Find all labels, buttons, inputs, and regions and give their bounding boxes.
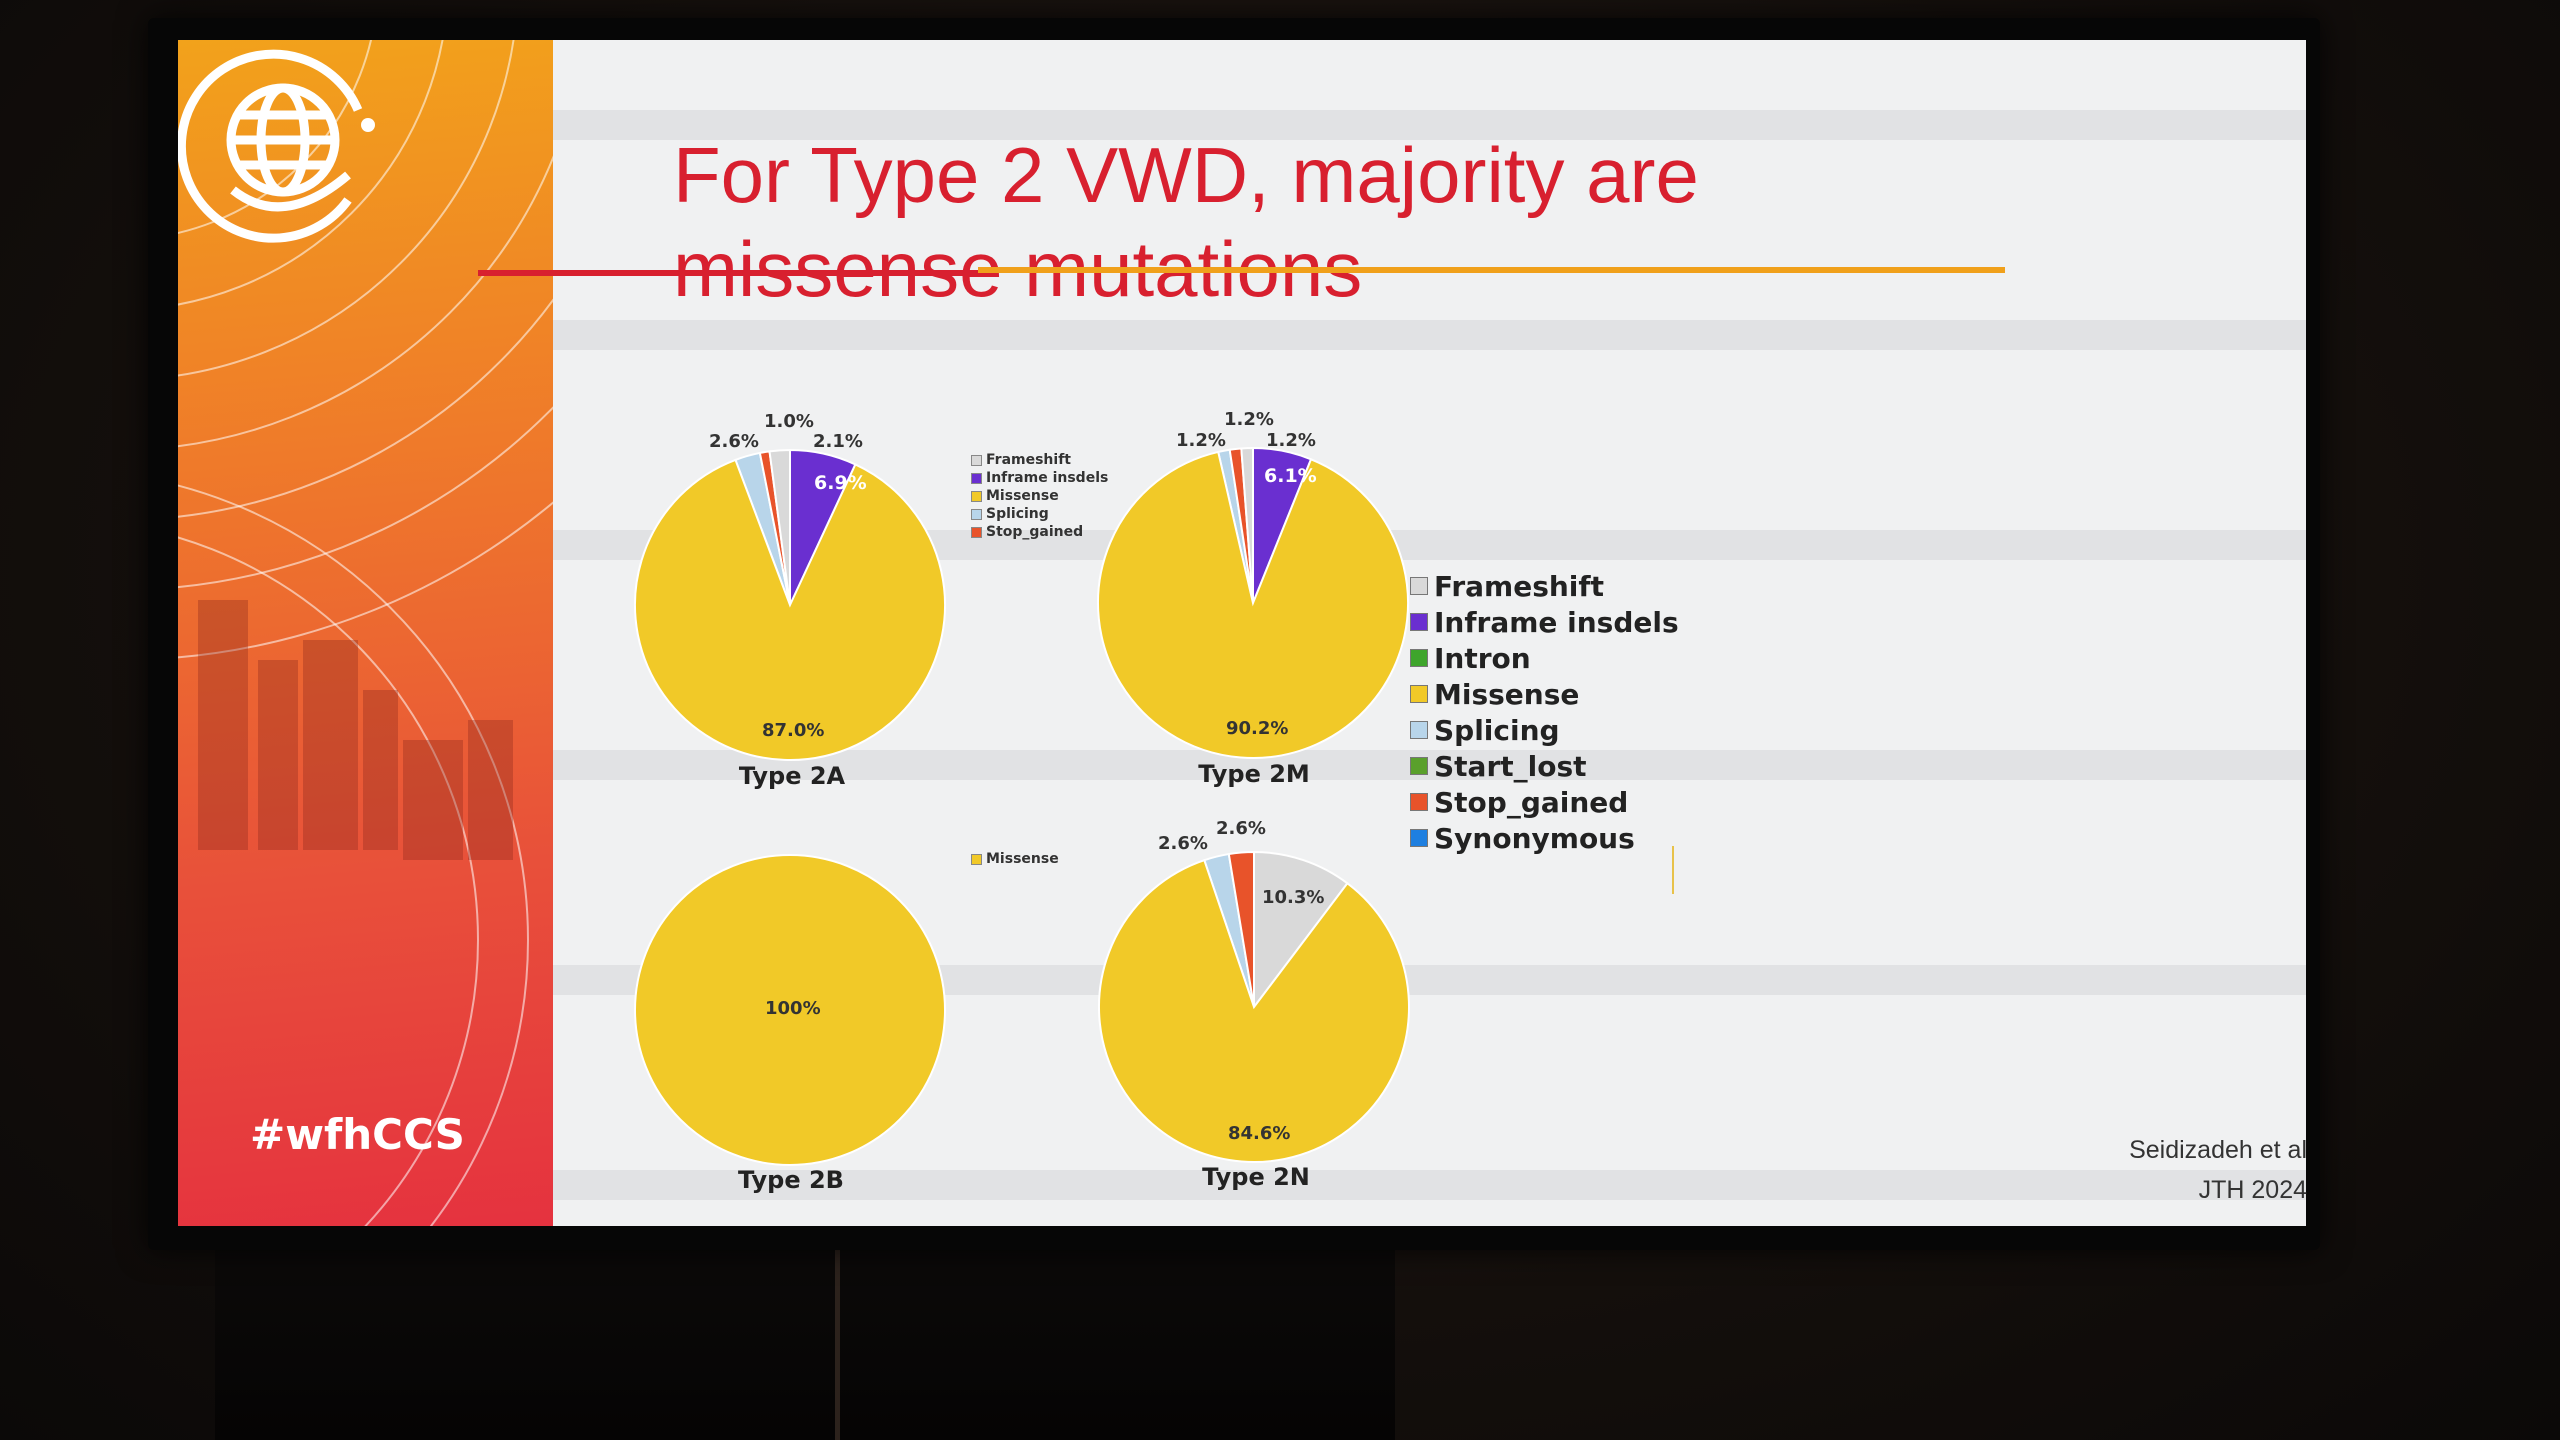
hashtag-text: #wfhCCS: [250, 1110, 465, 1159]
pct-2a-splicing: 2.6%: [709, 431, 759, 452]
legend-swatch: [971, 526, 982, 538]
pie-slice-type-2b-missense: [634, 854, 946, 1166]
legend-label: Inframe insdels: [1434, 605, 1679, 639]
globe-hand-logo-icon: [178, 49, 375, 243]
pct-2n-frameshift: 10.3%: [1262, 887, 1325, 908]
legend-label: Missense: [1434, 677, 1580, 711]
legend-label: Start_lost: [1434, 749, 1587, 783]
monitor-stand: [215, 1235, 1395, 1440]
citation: Seidizadeh et al JTH 2024: [2020, 1130, 2307, 1210]
title-underline-orange: [978, 267, 2005, 273]
legend-label: Splicing: [1434, 713, 1560, 747]
legend-swatch: [1410, 685, 1428, 703]
pct-2m-frameshift: 1.2%: [1266, 430, 1316, 451]
legend-swatch: [1410, 757, 1428, 775]
legend-swatch: [971, 490, 982, 502]
legend-swatch: [1410, 613, 1428, 631]
pie-title-type-2b: Type 2B: [738, 1166, 844, 1194]
decorative-side-panel: #wfhCCS: [178, 40, 553, 1226]
legend-swatch: [1410, 649, 1428, 667]
pct-2a-stop-gained: 1.0%: [764, 411, 814, 432]
pct-2m-inframe: 6.1%: [1264, 465, 1317, 487]
pct-2n-stop-gained: 2.6%: [1216, 818, 1266, 839]
legend-label: Stop_gained: [986, 524, 1084, 540]
legend-item-inframe-insdels: Inframe insdels: [1410, 604, 1679, 640]
legend-item-stop-gained: Stop_gained: [1410, 784, 1679, 820]
legend-label: Frameshift: [1434, 569, 1604, 603]
pie-slice-type-2n-frameshift: [1253, 850, 1349, 1010]
legend-item-splicing: Splicing: [971, 505, 1108, 523]
legend-label: Frameshift: [986, 452, 1071, 468]
legend-item-synonymous: Synonymous: [1410, 820, 1679, 856]
pct-2n-splicing: 2.6%: [1158, 833, 1208, 854]
pie-slice-type-2a-missense: [634, 458, 946, 761]
arc-lines-decoration: [178, 40, 553, 1226]
legend-label: Inframe insdels: [986, 470, 1109, 486]
mini-legend-bottom: Missense: [971, 850, 1059, 868]
pie-title-type-2n: Type 2N: [1202, 1163, 1310, 1191]
pie-title-type-2a: Type 2A: [738, 762, 846, 790]
legend-item-intron: Intron: [1410, 640, 1679, 676]
legend-swatch: [1410, 721, 1428, 739]
legend-item-missense: Missense: [971, 487, 1108, 505]
pct-2a-missense: 87.0%: [762, 720, 825, 741]
pct-2m-missense: 90.2%: [1226, 718, 1289, 739]
legend-item-frameshift: Frameshift: [971, 451, 1108, 469]
mini-legend-top: Frameshift Inframe insdels Missense Splicin…: [971, 451, 1108, 541]
pct-2a-inframe: 6.9%: [814, 472, 867, 494]
legend-swatch: [1410, 577, 1428, 595]
pie-slice-type-2n-missense: [1098, 858, 1410, 1163]
stray-mark: [1672, 846, 1674, 894]
main-legend: Frameshift Inframe insdels Intron Missense S…: [1410, 568, 1679, 856]
legend-label: Missense: [986, 851, 1059, 867]
pct-2a-frameshift: 2.1%: [813, 431, 863, 452]
legend-label: Missense: [986, 488, 1059, 504]
legend-label: Synonymous: [1434, 821, 1635, 855]
legend-swatch: [971, 508, 982, 520]
legend-item-missense: Missense: [1410, 676, 1679, 712]
legend-label: Stop_gained: [1434, 785, 1629, 819]
legend-label: Intron: [1434, 641, 1531, 675]
pie-slice-type-2m-missense: [1097, 450, 1409, 759]
legend-swatch: [1410, 793, 1428, 811]
legend-item-missense: Missense: [971, 850, 1059, 868]
title-line-1: For Type 2 VWD, majority are: [673, 131, 1699, 219]
legend-item-frameshift: Frameshift: [1410, 568, 1679, 604]
legend-swatch: [971, 853, 982, 865]
legend-label: Splicing: [986, 506, 1049, 522]
pie-title-type-2m: Type 2M: [1198, 760, 1310, 788]
pct-2n-missense: 84.6%: [1228, 1123, 1291, 1144]
pct-2m-splicing: 1.2%: [1176, 430, 1226, 451]
legend-swatch: [1410, 829, 1428, 847]
citation-authors: Seidizadeh et al: [2129, 1136, 2307, 1164]
legend-item-inframe-insdels: Inframe insdels: [971, 469, 1108, 487]
stand-highlight: [835, 1225, 840, 1440]
pct-2b-missense: 100%: [765, 998, 821, 1019]
legend-swatch: [971, 472, 982, 484]
legend-item-stop-gained: Stop_gained: [971, 523, 1108, 541]
citation-journal: JTH 2024: [2198, 1176, 2307, 1204]
legend-item-start-lost: Start_lost: [1410, 748, 1679, 784]
pct-2m-stop-gained: 1.2%: [1224, 409, 1274, 430]
title-underline-red: [478, 270, 978, 276]
legend-swatch: [971, 454, 982, 466]
legend-item-splicing: Splicing: [1410, 712, 1679, 748]
